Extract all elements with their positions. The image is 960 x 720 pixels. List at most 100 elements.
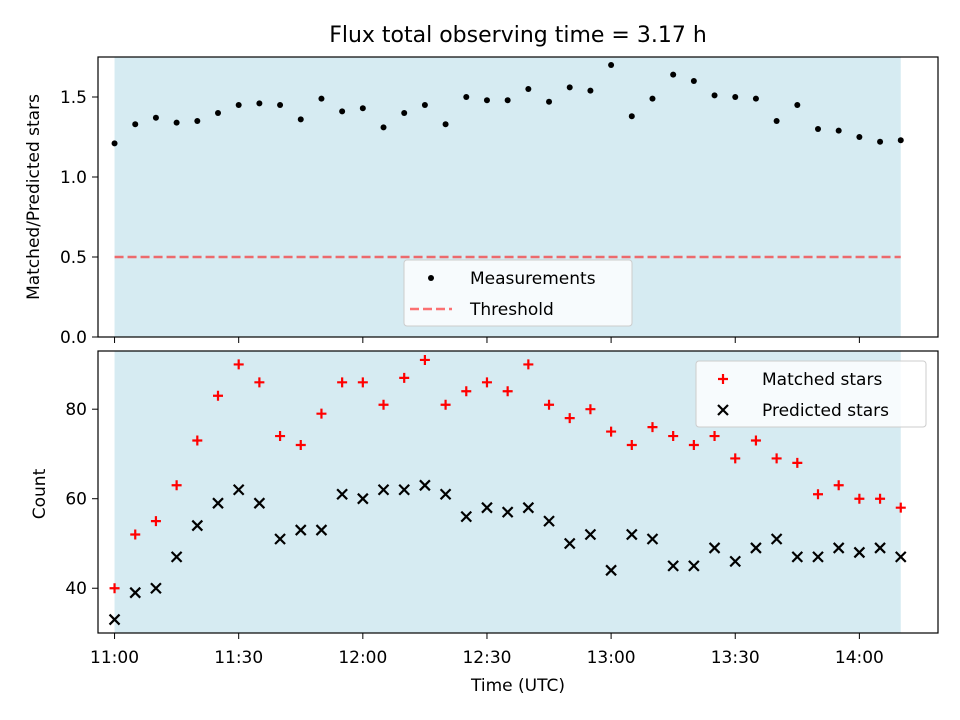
predicted-star-point <box>481 501 493 514</box>
matched-star-point <box>233 359 244 370</box>
legend-entry-label: Measurements <box>470 269 596 289</box>
predicted-star-point <box>770 533 783 545</box>
matched-star-point <box>357 377 368 388</box>
predicted-star-point <box>232 483 245 496</box>
bottom-y-tick-label: 40 <box>65 579 87 599</box>
matched-star-point <box>295 440 306 450</box>
legend-measurement-marker <box>428 275 434 281</box>
legend-entry-label: Predicted stars <box>762 401 889 421</box>
matched-star-point <box>109 583 120 594</box>
measurement-point <box>794 102 801 108</box>
measurement-point <box>897 137 904 144</box>
bottom-y-tick-label: 80 <box>65 400 87 420</box>
x-tick-label: 11:00 <box>90 648 139 668</box>
legend-matched-marker <box>718 374 728 384</box>
measurement-point <box>877 138 884 145</box>
predicted-star-point <box>646 533 659 545</box>
measurement-point <box>339 108 346 115</box>
matched-star-point <box>564 413 575 424</box>
x-tick-label: 13:00 <box>587 648 636 668</box>
predicted-star-point <box>398 483 410 496</box>
matched-star-point <box>895 502 906 513</box>
predicted-star-point <box>791 551 804 563</box>
measurement-point <box>835 127 842 134</box>
measurement-point <box>752 95 759 102</box>
matched-star-point <box>419 354 430 365</box>
matched-star-point <box>626 440 637 450</box>
measurement-point <box>628 113 635 120</box>
bottom-axes-frame <box>97 350 939 634</box>
matched-star-point <box>461 386 472 397</box>
measurement-point <box>463 94 470 100</box>
matched-star-point <box>254 377 265 388</box>
matched-star-point <box>440 399 451 410</box>
measurement-point <box>380 124 387 131</box>
legend-entry-label: Threshold <box>469 300 554 320</box>
predicted-star-point <box>874 542 886 554</box>
predicted-star-point <box>191 519 204 532</box>
matched-star-point <box>481 377 492 388</box>
predicted-star-point <box>170 551 183 563</box>
matched-star-point <box>688 440 699 450</box>
predicted-star-point <box>294 524 307 536</box>
measurement-point <box>566 84 573 91</box>
predicted-star-point <box>522 501 535 514</box>
top-y-axis-label: Matched/Predicted stars <box>24 94 44 300</box>
top-legend-box <box>403 259 633 327</box>
measurement-point <box>111 140 118 147</box>
predicted-star-point <box>253 497 266 509</box>
matched-star-point <box>150 516 161 527</box>
matched-star-point <box>792 457 803 468</box>
predicted-star-point <box>357 492 369 505</box>
predicted-star-point <box>584 528 597 541</box>
x-tick-label: 14:00 <box>835 648 884 668</box>
matched-star-point <box>544 399 555 410</box>
predicted-star-point <box>501 506 514 518</box>
measurement-point <box>359 105 366 112</box>
matched-star-point <box>833 480 844 491</box>
matched-star-point <box>750 435 761 446</box>
x-axis-label: Time (UTC) <box>470 676 565 696</box>
predicted-star-point <box>439 488 452 501</box>
predicted-star-point <box>419 479 431 492</box>
measurement-point <box>815 126 821 132</box>
bottom-y-tick-label: 60 <box>65 490 87 510</box>
predicted-star-point <box>543 515 555 527</box>
matched-star-point <box>378 399 389 410</box>
matched-star-point <box>275 431 286 442</box>
measurement-point <box>732 94 739 100</box>
measurement-point <box>711 92 718 99</box>
matched-star-point <box>130 529 141 540</box>
x-tick-label: 11:30 <box>214 648 263 668</box>
measurement-point <box>318 95 325 102</box>
x-tick-label: 12:00 <box>338 648 387 668</box>
predicted-star-point <box>688 560 700 572</box>
measurement-point <box>670 71 677 78</box>
measurement-point <box>235 102 242 108</box>
matched-star-point <box>709 431 720 442</box>
top-legend: Measurements Threshold <box>403 259 633 327</box>
predicted-star-point <box>460 510 473 523</box>
measurement-point <box>173 119 180 126</box>
ratio-panel: 0.0 0.5 1.0 1.5 Measurements Threshold <box>60 56 939 348</box>
top-y-tick-label: 1.5 <box>60 88 87 108</box>
measurement-point <box>132 121 139 128</box>
matched-star-point <box>523 359 534 370</box>
legend-predicted-marker <box>717 404 729 416</box>
predicted-star-point <box>832 542 845 554</box>
measurement-point <box>608 62 615 68</box>
matched-star-point <box>585 404 596 415</box>
measurement-point <box>587 87 594 94</box>
bottom-y-axis-label: Count <box>30 468 50 519</box>
measurement-point <box>401 110 408 116</box>
x-tick-label: 13:30 <box>711 648 760 668</box>
matched-star-point <box>668 431 679 442</box>
top-axes-frame <box>97 56 939 338</box>
predicted-star-point <box>812 551 824 563</box>
predicted-star-point <box>708 542 721 554</box>
legend-entry-label: Matched stars <box>762 370 882 390</box>
predicted-star-point <box>894 551 907 563</box>
count-panel: 40 60 80 11:00 11:30 12:00 12:30 13:00 13:30 14:0… <box>65 350 939 668</box>
matched-star-point <box>399 372 410 383</box>
predicted-star-point <box>315 524 328 536</box>
